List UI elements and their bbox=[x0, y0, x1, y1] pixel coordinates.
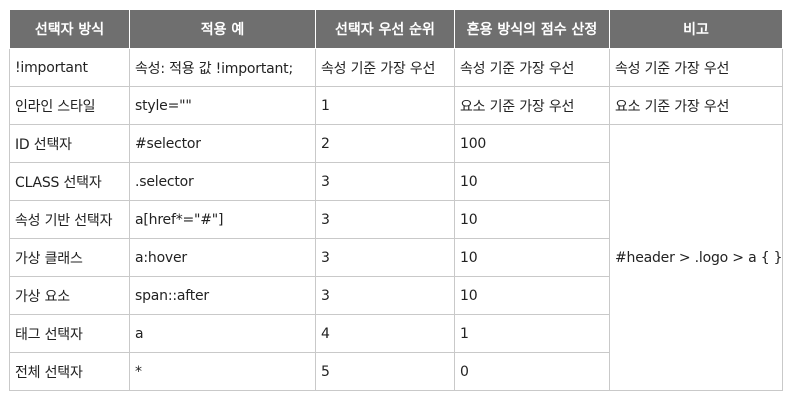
cell-example: #selector bbox=[129, 124, 316, 163]
cell-example: 속성: 적용 값 !important; bbox=[129, 48, 316, 87]
cell-note: 요소 기준 가장 우선 bbox=[609, 86, 783, 125]
header-example: 적용 예 bbox=[129, 9, 316, 49]
selector-specificity-table: 선택자 방식 적용 예 선택자 우선 순위 혼용 방식의 점수 산정 비고 !i… bbox=[9, 9, 783, 391]
cell-note: 속성 기준 가장 우선 bbox=[609, 48, 783, 87]
cell-score: 속성 기준 가장 우선 bbox=[454, 48, 610, 87]
cell-priority: 2 bbox=[315, 124, 455, 163]
cell-method: 가상 클래스 bbox=[9, 238, 130, 277]
cell-priority: 속성 기준 가장 우선 bbox=[315, 48, 455, 87]
cell-score: 요소 기준 가장 우선 bbox=[454, 86, 610, 125]
cell-method: CLASS 선택자 bbox=[9, 162, 130, 201]
header-note: 비고 bbox=[609, 9, 783, 49]
table-row: ID 선택자 #selector 2 100 #header > .logo >… bbox=[9, 124, 783, 391]
table-row: 속성 기반 선택자 a[href*="#"] 3 10 bbox=[9, 200, 783, 239]
cell-method: 가상 요소 bbox=[9, 276, 130, 315]
cell-priority: 3 bbox=[315, 276, 455, 315]
cell-example: a[href*="#"] bbox=[129, 200, 316, 239]
cell-score: 100 bbox=[454, 124, 610, 163]
cell-priority: 5 bbox=[315, 352, 455, 391]
cell-score: 10 bbox=[454, 238, 610, 277]
cell-method: 속성 기반 선택자 bbox=[9, 200, 130, 239]
cell-method: !important bbox=[9, 48, 130, 87]
cell-example: * bbox=[129, 352, 316, 391]
cell-priority: 4 bbox=[315, 314, 455, 353]
table-row: 태그 선택자 a 4 1 bbox=[9, 314, 783, 353]
table-row: 전체 선택자 * 5 0 bbox=[9, 352, 783, 391]
cell-method: ID 선택자 bbox=[9, 124, 130, 163]
cell-score: 0 bbox=[454, 352, 610, 391]
cell-example: a bbox=[129, 314, 316, 353]
cell-example: span::after bbox=[129, 276, 316, 315]
header-selector-method: 선택자 방식 bbox=[9, 9, 130, 49]
cell-score: 10 bbox=[454, 276, 610, 315]
cell-score: 10 bbox=[454, 162, 610, 201]
table-row: 가상 클래스 a:hover 3 10 bbox=[9, 238, 783, 277]
table-row: 인라인 스타일 style="" 1 요소 기준 가장 우선 요소 기준 가장 … bbox=[9, 86, 783, 125]
cell-priority: 1 bbox=[315, 86, 455, 125]
cell-priority: 3 bbox=[315, 238, 455, 277]
cell-method: 인라인 스타일 bbox=[9, 86, 130, 125]
header-priority: 선택자 우선 순위 bbox=[315, 9, 455, 49]
cell-method: 전체 선택자 bbox=[9, 352, 130, 391]
cell-priority: 3 bbox=[315, 162, 455, 201]
cell-method: 태그 선택자 bbox=[9, 314, 130, 353]
cell-example: a:hover bbox=[129, 238, 316, 277]
cell-example: .selector bbox=[129, 162, 316, 201]
cell-priority: 3 bbox=[315, 200, 455, 239]
cell-score: 10 bbox=[454, 200, 610, 239]
header-score: 혼용 방식의 점수 산정 bbox=[454, 9, 610, 49]
cell-note-merged: #header > .logo > a { } bbox=[609, 124, 783, 391]
cell-score: 1 bbox=[454, 314, 610, 353]
table-row: !important 속성: 적용 값 !important; 속성 기준 가장… bbox=[9, 48, 783, 87]
specificity-table-container: 선택자 방식 적용 예 선택자 우선 순위 혼용 방식의 점수 산정 비고 !i… bbox=[9, 9, 783, 391]
table-row: 가상 요소 span::after 3 10 bbox=[9, 276, 783, 315]
table-header-row: 선택자 방식 적용 예 선택자 우선 순위 혼용 방식의 점수 산정 비고 bbox=[9, 9, 783, 49]
cell-example: style="" bbox=[129, 86, 316, 125]
